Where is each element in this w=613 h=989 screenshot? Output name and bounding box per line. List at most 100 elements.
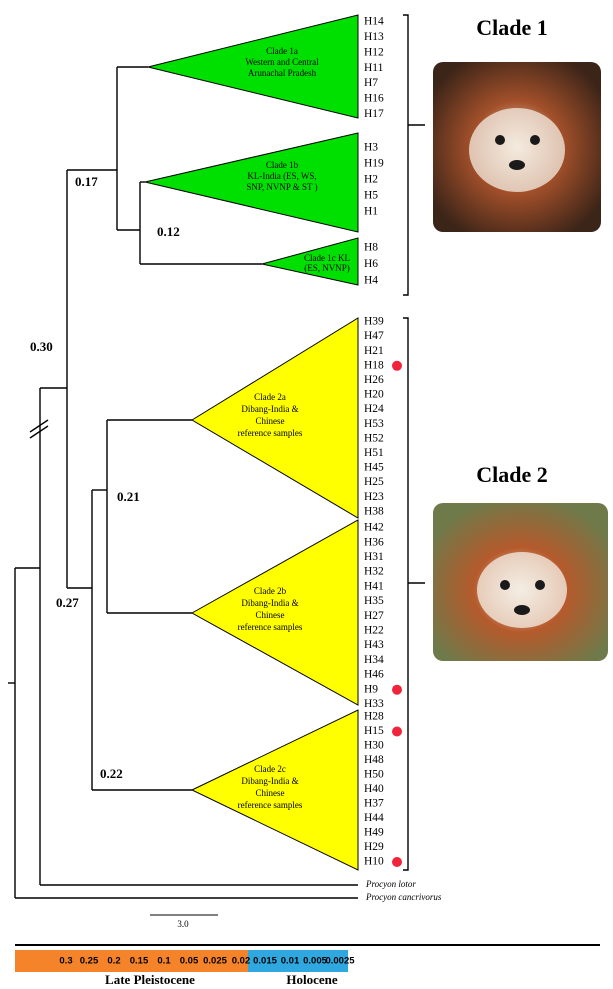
clade-label: Clade 2a bbox=[254, 392, 286, 402]
time-tick-label: 0.25 bbox=[80, 956, 99, 967]
time-tick-label: 0.0025 bbox=[325, 956, 355, 967]
clade-label: (ES, NVNP) bbox=[304, 263, 350, 273]
haplotype-label: H44 bbox=[364, 812, 384, 824]
haplotype-label: H14 bbox=[364, 16, 384, 28]
photo-clade-1 bbox=[433, 62, 601, 232]
clade-label: Clade 2b bbox=[254, 586, 287, 596]
haplotype-label: H27 bbox=[364, 610, 384, 622]
haplotype-label: H13 bbox=[364, 31, 384, 43]
period-label: Holocene bbox=[286, 972, 337, 987]
sample-dot bbox=[392, 727, 402, 737]
haplotype-label: H28 bbox=[364, 711, 384, 723]
haplotype-label: H29 bbox=[364, 841, 384, 853]
time-tick-label: 0.1 bbox=[157, 956, 171, 967]
clade-label: SNP, NVNP & ST ) bbox=[246, 182, 317, 192]
clade-label: Chinese bbox=[256, 610, 285, 620]
haplotype-label: H42 bbox=[364, 522, 384, 534]
sample-dot bbox=[392, 857, 402, 867]
clade-label: Clade 2c bbox=[254, 764, 286, 774]
clade-label: Arunachal Pradesh bbox=[248, 68, 317, 78]
time-tick-label: 0.3 bbox=[59, 956, 72, 967]
clade-label: reference samples bbox=[238, 428, 303, 438]
haplotype-label: H50 bbox=[364, 769, 384, 781]
clade-label: Clade 1b bbox=[266, 160, 299, 170]
scale-label: 3.0 bbox=[177, 919, 189, 929]
clade-label: Dibang-India & bbox=[241, 404, 298, 414]
haplotype-label: H49 bbox=[364, 827, 384, 839]
node-support: 0.12 bbox=[157, 224, 180, 239]
haplotype-label: H4 bbox=[364, 275, 378, 287]
haplotype-label: H2 bbox=[364, 174, 378, 186]
clade-label: reference samples bbox=[238, 622, 303, 632]
haplotype-label: H16 bbox=[364, 93, 384, 105]
bracket bbox=[403, 318, 408, 870]
haplotype-label: H1 bbox=[364, 206, 378, 218]
haplotype-label: H37 bbox=[364, 798, 384, 810]
haplotype-label: H24 bbox=[364, 403, 384, 415]
haplotype-label: H26 bbox=[364, 374, 384, 386]
haplotype-label: H41 bbox=[364, 580, 384, 592]
haplotype-label: H52 bbox=[364, 432, 384, 444]
photo-clade-2 bbox=[433, 503, 608, 661]
haplotype-label: H39 bbox=[364, 316, 384, 328]
time-tick-label: 0.015 bbox=[253, 956, 277, 967]
haplotype-label: H48 bbox=[364, 754, 384, 766]
outgroup-label: Procyon cancrivorus bbox=[365, 892, 442, 902]
haplotype-label: H31 bbox=[364, 551, 384, 563]
haplotype-label: H9 bbox=[364, 683, 378, 695]
haplotype-label: H17 bbox=[364, 108, 384, 120]
period-label: Late Pleistocene bbox=[105, 972, 195, 987]
sample-dot bbox=[392, 685, 402, 695]
tree-figure: 3.0 Late Pleistocene Holocene Clade 1aWe… bbox=[0, 0, 613, 989]
haplotype-label: H53 bbox=[364, 418, 384, 430]
node-support: 0.17 bbox=[75, 174, 98, 189]
bracket bbox=[403, 15, 408, 295]
haplotype-label: H51 bbox=[364, 447, 384, 459]
haplotype-label: H15 bbox=[364, 725, 384, 737]
haplotype-label: H32 bbox=[364, 566, 384, 578]
haplotype-label: H38 bbox=[364, 505, 384, 517]
node-support: 0.30 bbox=[30, 339, 53, 354]
clade-label: reference samples bbox=[238, 800, 303, 810]
haplotype-label: H43 bbox=[364, 639, 384, 651]
clade-label: Clade 1a bbox=[266, 46, 298, 56]
node-support: 0.22 bbox=[100, 766, 123, 781]
haplotype-label: H46 bbox=[364, 669, 384, 681]
haplotype-label: H22 bbox=[364, 625, 384, 637]
haplotype-label: H5 bbox=[364, 190, 378, 202]
haplotype-label: H23 bbox=[364, 491, 384, 503]
node-support: 0.27 bbox=[56, 595, 79, 610]
sample-dot bbox=[392, 361, 402, 371]
haplotype-label: H33 bbox=[364, 698, 384, 710]
haplotype-label: H18 bbox=[364, 359, 384, 371]
haplotype-label: H36 bbox=[364, 536, 384, 548]
haplotype-label: H47 bbox=[364, 330, 384, 342]
time-tick-label: 0.05 bbox=[180, 956, 199, 967]
haplotype-label: H7 bbox=[364, 77, 378, 89]
haplotype-label: H6 bbox=[364, 258, 378, 270]
haplotype-label: H11 bbox=[364, 62, 384, 74]
time-tick-label: 0.2 bbox=[107, 956, 120, 967]
node-support: 0.21 bbox=[117, 489, 140, 504]
time-tick-label: 0.15 bbox=[130, 956, 149, 967]
haplotype-label: H40 bbox=[364, 783, 384, 795]
clade-label: Dibang-India & bbox=[241, 776, 298, 786]
haplotype-label: H10 bbox=[364, 856, 384, 868]
haplotype-label: H45 bbox=[364, 462, 384, 474]
clade-group-title: Clade 1 bbox=[476, 15, 548, 40]
haplotype-label: H12 bbox=[364, 46, 384, 58]
haplotype-label: H20 bbox=[364, 389, 384, 401]
time-tick-label: 0.025 bbox=[203, 956, 227, 967]
clade-label: Clade 1c KL bbox=[304, 253, 350, 263]
haplotype-label: H21 bbox=[364, 345, 384, 357]
outgroup-label: Procyon lotor bbox=[365, 879, 416, 889]
clade-label: Dibang-India & bbox=[241, 598, 298, 608]
haplotype-label: H30 bbox=[364, 740, 384, 752]
time-tick-label: 0.01 bbox=[281, 956, 300, 967]
clade-label: Chinese bbox=[256, 416, 285, 426]
haplotype-label: H3 bbox=[364, 142, 378, 154]
haplotype-label: H34 bbox=[364, 654, 384, 666]
haplotype-label: H19 bbox=[364, 158, 384, 170]
clade-group-title: Clade 2 bbox=[476, 462, 548, 487]
time-tick-label: 0.005 bbox=[303, 956, 327, 967]
